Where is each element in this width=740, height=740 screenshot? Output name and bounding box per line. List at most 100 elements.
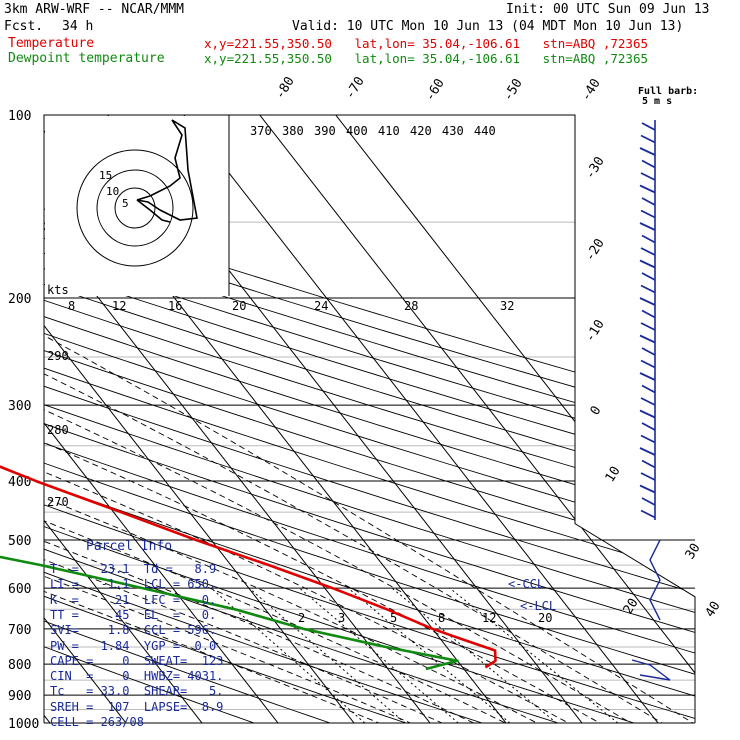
isotherm-label: -80 [273,74,298,102]
theta-label: 390 [314,124,336,138]
isotherm-line [44,115,441,723]
isotherm-line [44,115,137,723]
wind-barb [639,184,656,194]
parcel-info-row: CIN = 0 HWBZ= 4031. [50,669,224,684]
mixing-ratio-label: 12 [482,611,496,625]
isotherm-label: 40 [703,599,724,620]
dry-adiabat [44,115,695,723]
isotherm-label: -70 [343,74,368,102]
wind-barb [641,197,656,206]
theta-side-label: 290 [47,349,69,363]
dry-adiabat [44,115,695,723]
theta-label: 410 [378,124,400,138]
dry-adiabat [44,115,677,723]
parcel-info-row: T = 23.1 Td = 8.9 [50,562,217,576]
moist-adiabat [44,297,471,723]
pressure-label: 400 [8,475,31,490]
parcel-info-row: K = 21 LFC = 0. [50,592,217,607]
mixing-ratio-label: 3 [338,611,345,625]
dry-adiabat [44,115,695,723]
hodograph-trace [136,119,198,223]
dry-adiabat [44,115,695,723]
wind-barb [641,309,656,319]
mixing-ratio-line [391,587,557,723]
moist-adiabat [44,297,654,723]
plot-border [43,114,696,723]
wind-barb [639,372,656,381]
mixing-ratio-label: 5 [390,611,397,625]
parcel-info-row: PW = 1.84 YGP = 0.0 [50,638,217,653]
wind-barb [639,297,656,306]
parcel-info-row: SVI= 1.8 CCL = 596. [50,623,217,638]
wind-barb [639,484,656,494]
pressure-label: 200 [8,292,31,307]
pressure-label: 800 [8,658,31,673]
wind-barb [640,172,656,181]
wind-barb [640,284,656,294]
forecast-hours: 34 h [62,19,94,34]
wind-barb [641,422,656,431]
wind-barb [641,347,656,356]
theta-label: 400 [346,124,368,138]
hodograph-speed-label: 12 [112,299,126,313]
wind-barb [639,447,656,456]
moist-adiabat [44,297,623,723]
mixing-ratio-line [449,587,619,723]
lcl-marker: <-LCL [520,599,556,613]
temperature-location: x,y=221.55,350.50 lat,lon= 35.04,-106.61… [204,36,649,51]
hodograph-ring-label: 15 [99,169,112,182]
dry-adiabat [44,115,369,723]
dry-adiabat [44,115,695,723]
dry-adiabat [44,115,695,723]
dry-adiabat [44,115,600,723]
wind-barb [640,472,656,481]
hodograph-speed-label: 8 [68,299,75,313]
hodograph-unit-label: kts [47,283,69,297]
isotherm-label: -50 [501,76,526,104]
temperature-profile [0,465,497,669]
theta-label: 440 [474,124,496,138]
wind-barb [641,234,656,244]
theta-label: 430 [442,124,464,138]
wind-barb [639,222,656,231]
wind-barb [639,259,656,269]
hodograph-ring [114,187,156,229]
mixing-ratio-label: 20 [538,611,552,625]
dry-adiabat [44,115,695,723]
hodograph-speed-label: 16 [168,299,182,313]
moist-adiabat [44,297,410,723]
theta-label: 420 [410,124,432,138]
barb-legend: Full barb: [638,86,698,97]
dewpoint-profile [0,555,459,671]
isotherm-label: 0 [588,404,605,419]
isotherm-line [237,115,695,723]
isotherm-label: 10 [603,464,624,485]
moist-adiabat [44,297,695,723]
isotherm-line [44,115,365,723]
hodograph-ring-label: 5 [122,197,129,210]
dry-adiabat [44,115,523,723]
wind-barb [640,322,656,331]
hodograph-speed-label: 20 [232,299,246,313]
dry-adiabat [44,115,695,723]
isotherm-line [313,115,695,723]
low-level-barbs [649,539,661,621]
hodograph-inset [45,116,229,296]
isotherm-label: -40 [579,76,604,104]
moist-adiabat [44,297,684,723]
wind-barb [639,409,656,419]
hodograph-ring-label: 10 [106,185,119,198]
dry-adiabat [44,115,695,723]
wind-barb [641,459,656,469]
dry-adiabat [44,115,446,723]
dry-adiabat [44,115,695,723]
forecast-label: Fcst. [4,19,44,34]
pressure-label: 600 [8,582,31,597]
moist-adiabat [44,297,441,723]
pressure-label: 300 [8,399,31,414]
parcel-info-row: CAPE = 0 SWEAT= 123 [50,653,224,668]
dewpoint-location: x,y=221.55,350.50 lat,lon= 35.04,-106.61… [204,51,649,66]
wind-barb [640,509,656,519]
isotherm-line [44,115,213,723]
